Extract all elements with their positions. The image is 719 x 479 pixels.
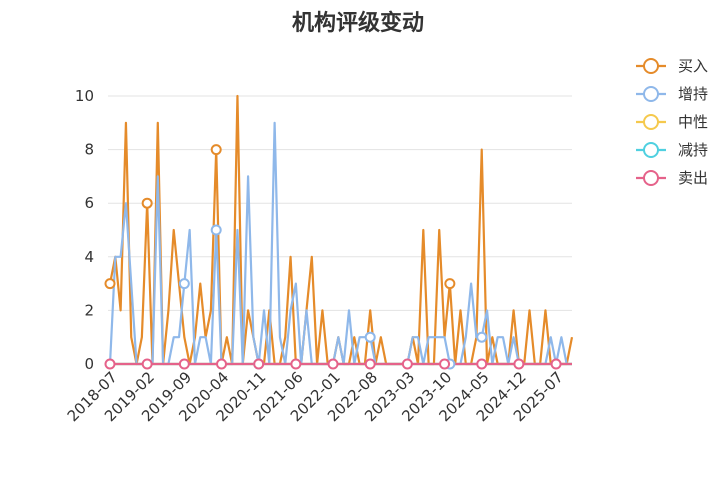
legend-label: 卖出	[678, 169, 708, 187]
legend-marker	[643, 86, 659, 102]
data-point-4-28	[253, 358, 265, 370]
legend-marker	[643, 170, 659, 186]
data-point-4-84	[550, 358, 562, 370]
y-tick-label: 10	[75, 87, 94, 105]
legend-item-0[interactable]: 买入	[636, 57, 708, 75]
legend-marker	[643, 58, 659, 74]
data-point-1-14	[178, 278, 190, 290]
legend-label: 减持	[678, 141, 708, 159]
data-point-0-7	[141, 197, 153, 209]
data-point-1-20	[210, 224, 222, 236]
data-point-0-64	[444, 278, 456, 290]
legend-item-1[interactable]: 增持	[636, 85, 708, 103]
data-point-1-49	[364, 331, 376, 343]
y-tick-label: 2	[84, 301, 94, 319]
data-point-4-70	[476, 358, 488, 370]
y-tick-label: 0	[84, 355, 94, 373]
legend-label: 买入	[678, 57, 708, 75]
legend-item-2[interactable]: 中性	[636, 113, 708, 131]
data-point-0-0	[104, 278, 116, 290]
axes: 02468102018-072019-022019-092020-042020-…	[64, 87, 572, 425]
legend-label: 中性	[678, 113, 708, 131]
y-tick-label: 8	[84, 141, 94, 159]
y-tick-label: 6	[84, 194, 94, 212]
grid-lines	[108, 95, 572, 311]
legend-marker	[643, 114, 659, 130]
legend-marker	[643, 142, 659, 158]
data-point-4-7	[141, 358, 153, 370]
data-point-4-21	[216, 358, 228, 370]
legend-label: 增持	[678, 85, 708, 103]
legend-item-4[interactable]: 卖出	[636, 169, 708, 187]
series-line-1	[108, 121, 572, 366]
chart-title: 机构评级变动	[292, 10, 424, 36]
data-point-0-20	[210, 144, 222, 156]
series-lines	[108, 94, 574, 366]
data-point-4-35	[290, 358, 302, 370]
data-point-4-14	[178, 358, 190, 370]
data-point-4-0	[104, 358, 116, 370]
y-tick-label: 4	[84, 248, 94, 266]
series-markers	[104, 144, 562, 370]
data-point-4-42	[327, 358, 339, 370]
data-point-4-49	[364, 358, 376, 370]
data-point-4-77	[513, 358, 525, 370]
data-point-1-70	[476, 331, 488, 343]
data-point-4-56	[401, 358, 413, 370]
legend-item-3[interactable]: 减持	[636, 141, 708, 159]
data-point-4-63	[439, 358, 451, 370]
